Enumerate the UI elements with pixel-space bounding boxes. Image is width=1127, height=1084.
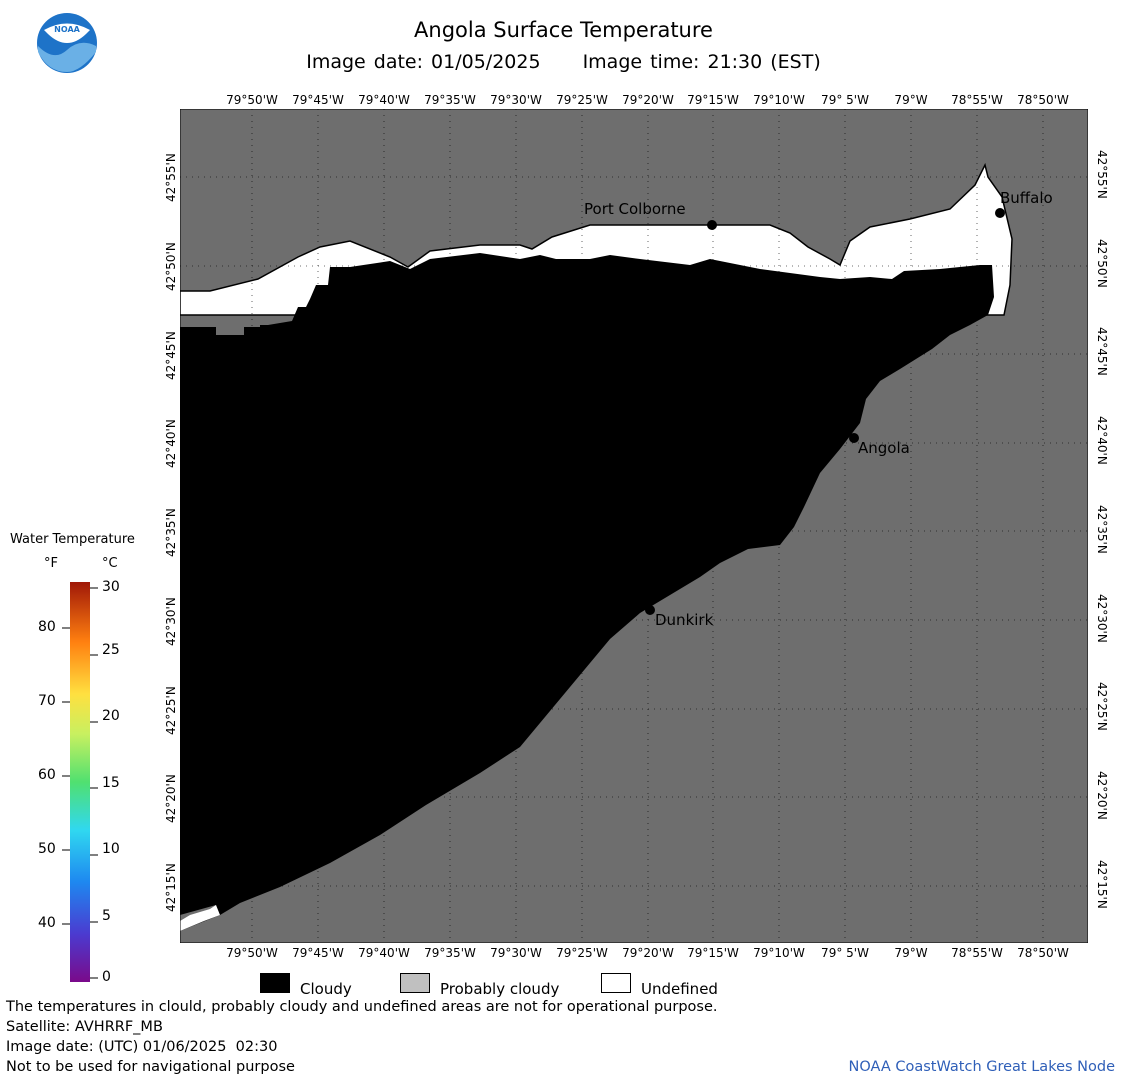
cloudy-area [180, 253, 994, 931]
lat-label: 42°45'N [1095, 327, 1109, 376]
undefined-label: Undefined [641, 980, 718, 998]
lon-label: 79°20'W [622, 93, 674, 107]
lon-label: 79°30'W [490, 946, 542, 960]
lon-label: 79°15'W [687, 946, 739, 960]
probably-cloudy-swatch [400, 973, 430, 993]
lat-label: 42°25'N [164, 686, 178, 735]
lat-label: 42°55'N [1095, 150, 1109, 199]
lon-label: 78°55'W [951, 93, 1003, 107]
lat-label: 42°35'N [164, 508, 178, 557]
scale-f-label: 70 [38, 693, 56, 709]
legend-unit-f: °F [44, 556, 58, 571]
lon-label: 79°25'W [556, 946, 608, 960]
lon-label: 79°40'W [358, 946, 410, 960]
lon-label: 79°15'W [687, 93, 739, 107]
lon-label: 79°35'W [424, 946, 476, 960]
map-title: Angola Surface Temperature [414, 18, 713, 42]
lat-label: 42°20'N [1095, 771, 1109, 820]
scale-c-label: 20 [102, 708, 120, 724]
scale-f-label: 80 [38, 619, 56, 635]
lat-label: 42°35'N [1095, 505, 1109, 554]
scale-f-label: 60 [38, 767, 56, 783]
cloudy-label: Cloudy [300, 980, 352, 998]
city-dot-buffalo [995, 208, 1005, 218]
city-label-angola: Angola [858, 439, 910, 457]
coastwatch-node-link[interactable]: NOAA CoastWatch Great Lakes Node [848, 1059, 1115, 1075]
lon-label: 79°25'W [556, 93, 608, 107]
scale-c-label: 30 [102, 579, 120, 595]
satellite-text: Satellite: AVHRRF_MB [6, 1019, 163, 1035]
scale-c-label: 10 [102, 841, 120, 857]
navigation-warning: Not to be used for navigational purpose [6, 1059, 295, 1075]
cloudy-swatch [260, 973, 290, 993]
scale-f-label: 40 [38, 915, 56, 931]
lon-label: 79° 5'W [821, 946, 869, 960]
lat-label: 42°30'N [1095, 594, 1109, 643]
logo-text: NOAA [54, 25, 80, 34]
city-dot-angola [849, 433, 859, 443]
legend-title: Water Temperature [10, 532, 135, 547]
map-subtitle: Image date: 01/05/2025 Image time: 21:30 … [0, 51, 1127, 73]
lon-label: 79°W [894, 946, 928, 960]
lon-label: 79°30'W [490, 93, 542, 107]
lat-label: 42°55'N [164, 153, 178, 202]
lon-label: 79°50'W [226, 93, 278, 107]
scale-f-label: 50 [38, 841, 56, 857]
temperature-color-scale [62, 582, 98, 982]
lat-label: 42°15'N [164, 863, 178, 912]
lon-label: 79°20'W [622, 946, 674, 960]
lat-label: 42°50'N [1095, 239, 1109, 288]
surface-temperature-map [180, 109, 1088, 943]
city-dot-dunkirk [645, 605, 655, 615]
lon-label: 78°55'W [951, 946, 1003, 960]
lon-label: 79°45'W [292, 946, 344, 960]
lat-label: 42°40'N [1095, 416, 1109, 465]
scale-c-label: 5 [102, 908, 111, 924]
scale-c-label: 0 [102, 969, 111, 985]
lat-label: 42°15'N [1095, 860, 1109, 909]
scale-c-label: 15 [102, 775, 120, 791]
lat-label: 42°40'N [164, 419, 178, 468]
image-time: Image time: 21:30 (EST) [582, 51, 821, 73]
scale-c-label: 25 [102, 642, 120, 658]
lat-label: 42°50'N [164, 242, 178, 291]
graticule [180, 109, 1088, 943]
city-label-dunkirk: Dunkirk [655, 611, 714, 629]
image-date: Image date: 01/05/2025 [306, 51, 541, 73]
noaa-logo: NOAA [36, 12, 98, 74]
probably-cloudy-label: Probably cloudy [440, 980, 560, 998]
disclaimer-text: The temperatures in clould, probably clo… [6, 999, 718, 1015]
city-dot-port-colborne [707, 220, 717, 230]
utc-date-text: Image date: (UTC) 01/06/2025 02:30 [6, 1039, 278, 1055]
legend-unit-c: °C [102, 556, 118, 571]
lon-label: 79°35'W [424, 93, 476, 107]
lon-label: 78°50'W [1017, 946, 1069, 960]
lon-label: 79°45'W [292, 93, 344, 107]
city-label-buffalo: Buffalo [1000, 189, 1053, 207]
lon-label: 79°50'W [226, 946, 278, 960]
lon-label: 79°40'W [358, 93, 410, 107]
lon-label: 79° 5'W [821, 93, 869, 107]
lon-label: 79°10'W [753, 946, 805, 960]
lon-label: 78°50'W [1017, 93, 1069, 107]
city-label-port-colborne: Port Colborne [584, 200, 686, 218]
undefined-swatch [601, 973, 631, 993]
lat-label: 42°25'N [1095, 682, 1109, 731]
lon-label: 79°10'W [753, 93, 805, 107]
lat-label: 42°20'N [164, 774, 178, 823]
lat-label: 42°45'N [164, 331, 178, 380]
lon-label: 79°W [894, 93, 928, 107]
lat-label: 42°30'N [164, 597, 178, 646]
